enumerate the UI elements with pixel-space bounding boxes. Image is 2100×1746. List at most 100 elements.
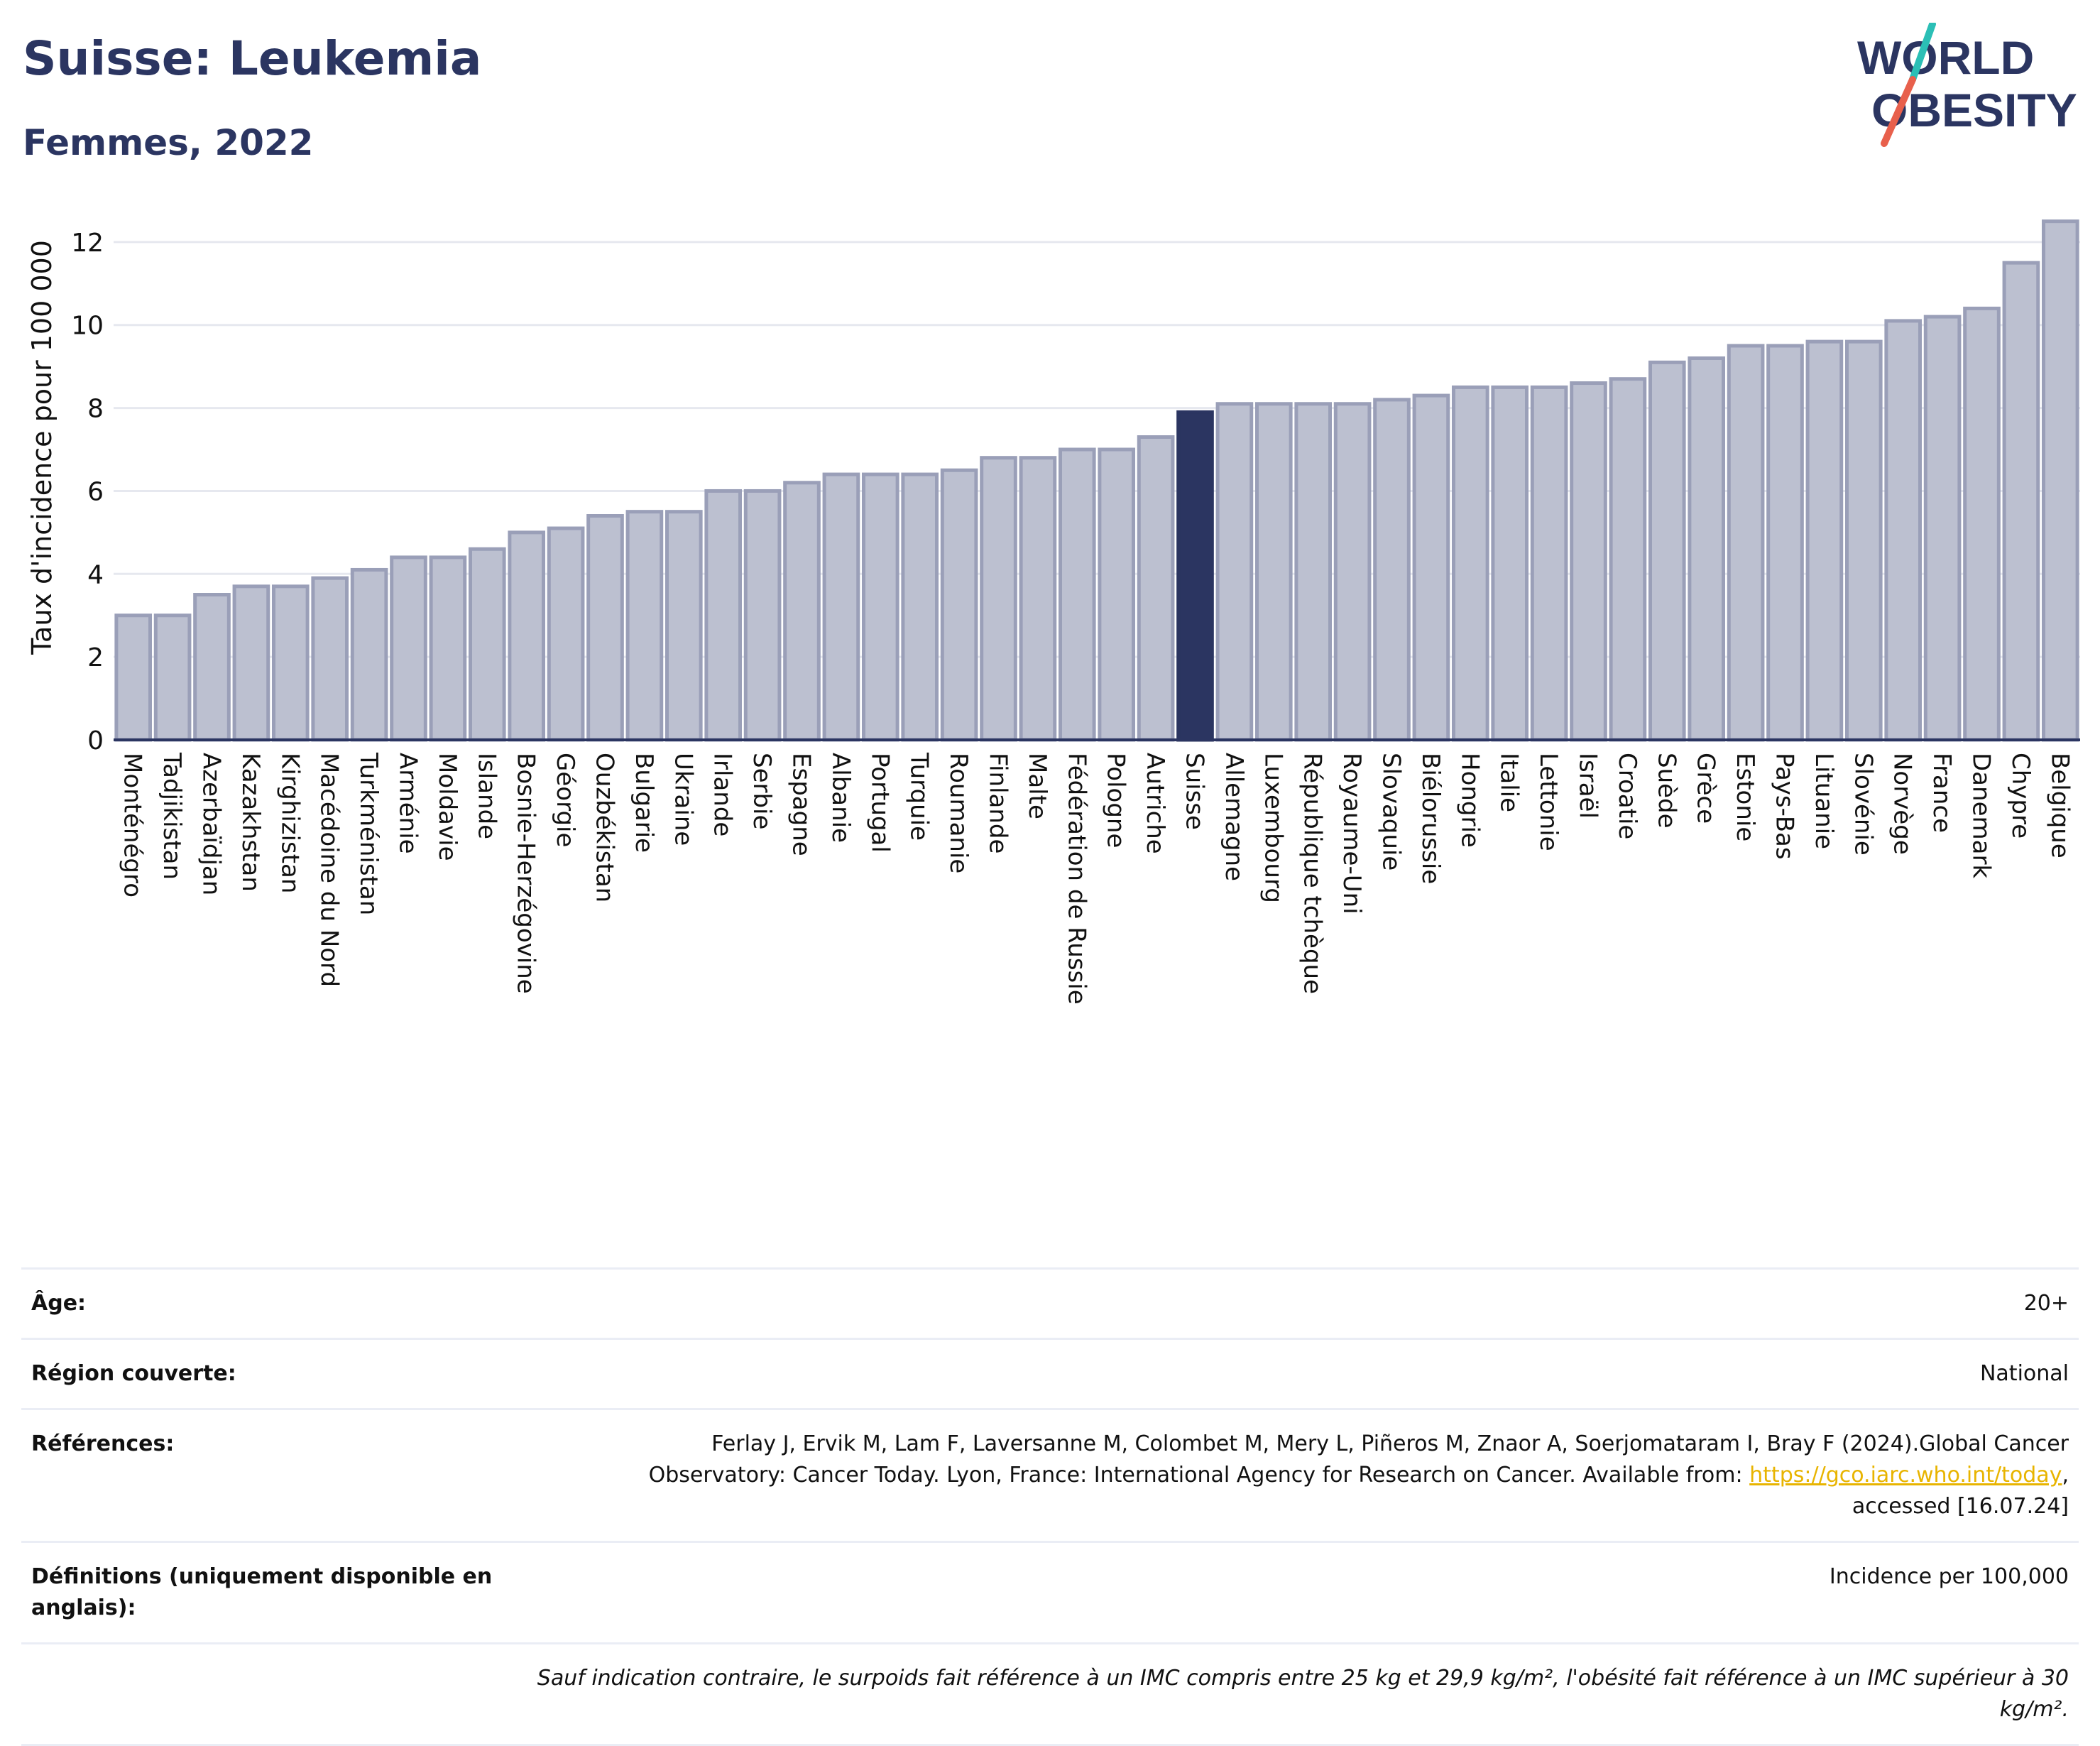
references-text-1: Ferlay J, Ervik M, Lam F, Laversanne M, … bbox=[711, 1431, 2069, 1456]
bar bbox=[822, 472, 860, 742]
bar bbox=[1923, 315, 1962, 742]
bar bbox=[1884, 319, 1923, 742]
x-tick-label: Slovénie bbox=[1849, 753, 1877, 856]
bar bbox=[1805, 339, 1844, 742]
x-tick-label: Turquie bbox=[905, 752, 934, 841]
references-value: Ferlay J, Ervik M, Lam F, Laversanne M, … bbox=[648, 1431, 2069, 1519]
region-label: Région couverte: bbox=[31, 1361, 236, 1386]
chart-title: Suisse: Leukemia bbox=[23, 31, 482, 86]
logo-slash-teal bbox=[1909, 23, 1936, 83]
bar bbox=[861, 472, 899, 742]
x-tick-label: Autriche bbox=[1141, 753, 1169, 854]
x-tick-label: Allemagne bbox=[1220, 753, 1248, 881]
bar bbox=[1412, 393, 1450, 742]
bar bbox=[625, 510, 664, 742]
age-row: Âge: 20+ bbox=[21, 1267, 2079, 1338]
y-tick-label: 8 bbox=[87, 395, 104, 424]
y-axis-label: Taux d'incidence pour 100 000 bbox=[26, 240, 58, 655]
bar bbox=[153, 613, 192, 742]
bar bbox=[1727, 344, 1765, 742]
x-tick-label: Slovaquie bbox=[1377, 753, 1406, 871]
references-text-3: accessed [16.07.24] bbox=[1852, 1494, 2069, 1519]
bar bbox=[390, 555, 427, 742]
x-tick-label: Bosnie-Herzégovine bbox=[512, 753, 540, 994]
x-tick-label: Kirghizistan bbox=[275, 753, 304, 893]
bar bbox=[468, 547, 506, 742]
x-tick-label: Portugal bbox=[865, 753, 894, 853]
y-tick-label: 10 bbox=[71, 312, 104, 341]
bar bbox=[193, 593, 231, 742]
references-link[interactable]: https://gco.iarc.who.int/today bbox=[1749, 1463, 2062, 1488]
region-value: National bbox=[1979, 1361, 2069, 1386]
x-tick-label: Royaume-Uni bbox=[1338, 753, 1366, 915]
x-tick-label: Lettonie bbox=[1534, 753, 1563, 851]
bar bbox=[1215, 402, 1254, 742]
y-tick-label: 6 bbox=[87, 477, 104, 506]
bar bbox=[1451, 385, 1489, 742]
bar bbox=[1058, 447, 1096, 742]
x-tick-label: Kazakhstan bbox=[236, 753, 265, 892]
y-axis-ticks: 0 2 4 6 8 10 12 bbox=[71, 229, 104, 755]
x-tick-label: Norvège bbox=[1888, 753, 1917, 855]
bars bbox=[114, 219, 2079, 742]
logo-slash-coral bbox=[1881, 76, 1916, 147]
references-label: Références: bbox=[31, 1431, 175, 1456]
x-tick-label: Macédoine du Nord bbox=[315, 753, 344, 987]
x-tick-label: Finlande bbox=[984, 753, 1012, 853]
bar bbox=[980, 456, 1017, 742]
x-tick-label: Suisse bbox=[1181, 753, 1209, 830]
x-tick-label: Espagne bbox=[787, 753, 816, 856]
bar bbox=[1648, 360, 1686, 742]
bar bbox=[901, 472, 939, 742]
bar bbox=[2041, 219, 2079, 742]
bar bbox=[940, 468, 978, 742]
y-tick-label: 2 bbox=[87, 643, 104, 672]
references-text-2: Observatory: Cancer Today. Lyon, France:… bbox=[648, 1463, 1743, 1488]
definitions-row: Définitions (uniquement disponible en an… bbox=[21, 1541, 2079, 1642]
x-tick-label: Chypre bbox=[2006, 753, 2035, 839]
x-tick-label: Irlande bbox=[709, 753, 737, 836]
y-tick-label: 4 bbox=[87, 560, 104, 589]
bar bbox=[1176, 410, 1214, 742]
bar bbox=[1098, 447, 1136, 742]
x-tick-label: Pologne bbox=[1102, 753, 1130, 848]
x-tick-label: Bulgarie bbox=[630, 753, 658, 853]
world-obesity-logo: WORLD OBESITY bbox=[1857, 23, 2077, 147]
x-tick-label: Moldavie bbox=[433, 753, 461, 861]
x-tick-label: France bbox=[1927, 753, 1956, 833]
x-tick-label: Israël bbox=[1574, 753, 1602, 819]
x-tick-label: Pays-Bas bbox=[1771, 753, 1799, 860]
region-row: Région couverte: National bbox=[21, 1338, 2079, 1408]
bar bbox=[783, 481, 821, 742]
age-value: 20+ bbox=[2023, 1291, 2069, 1316]
x-tick-label: Serbie bbox=[748, 753, 776, 829]
definitions-value: Incidence per 100,000 bbox=[1829, 1564, 2069, 1589]
bar bbox=[350, 567, 388, 742]
x-tick-label: Estonie bbox=[1731, 753, 1759, 841]
chart-subtitle: Femmes, 2022 bbox=[23, 122, 314, 163]
x-tick-label: Suède bbox=[1652, 753, 1680, 829]
bar bbox=[1963, 306, 2001, 742]
x-tick-label: Luxembourg bbox=[1259, 753, 1287, 903]
footnote: Sauf indication contraire, le surpoids f… bbox=[537, 1666, 2069, 1722]
bar bbox=[1570, 381, 1607, 742]
x-tick-label: Lituanie bbox=[1810, 753, 1838, 849]
bar bbox=[1019, 456, 1057, 742]
x-tick-label: Géorgie bbox=[551, 753, 579, 847]
bar bbox=[586, 514, 624, 742]
metadata-table: Âge: 20+ Région couverte: National Référ… bbox=[21, 1267, 2079, 1746]
bar bbox=[1688, 356, 1726, 742]
x-tick-label: Albanie bbox=[826, 753, 855, 843]
bar bbox=[1373, 398, 1411, 742]
x-tick-label: Malte bbox=[1023, 753, 1051, 819]
x-tick-label: Danemark bbox=[1967, 753, 1996, 878]
bar bbox=[232, 584, 270, 742]
bar bbox=[1294, 402, 1333, 742]
bar bbox=[508, 530, 546, 742]
note-row: Sauf indication contraire, le surpoids f… bbox=[21, 1642, 2079, 1746]
bar bbox=[429, 555, 467, 742]
bar bbox=[311, 576, 349, 742]
x-tick-label: Hongrie bbox=[1455, 753, 1484, 848]
y-tick-label: 12 bbox=[71, 229, 104, 258]
x-tick-label: Fédération de Russie bbox=[1062, 753, 1090, 1005]
